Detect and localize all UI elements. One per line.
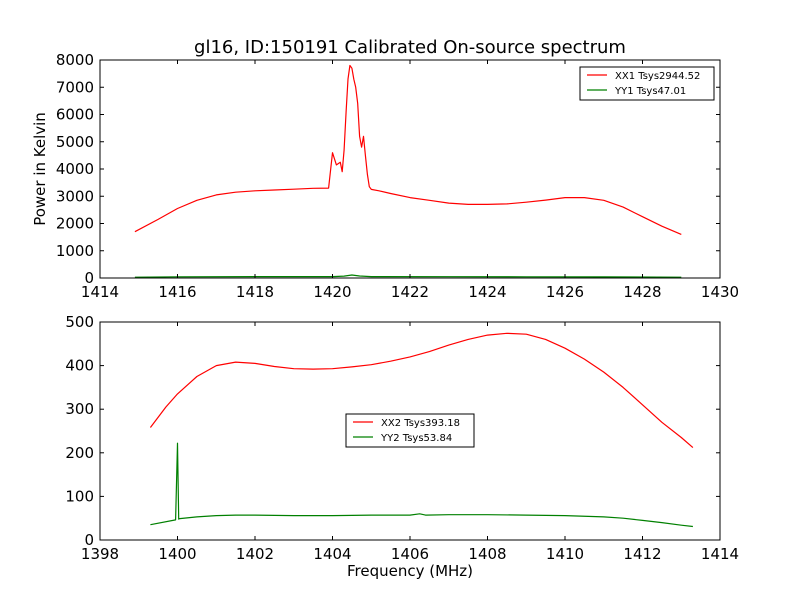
chart-bottom-y-tick-label: 200 bbox=[65, 444, 94, 462]
chart-bottom-y-tick-label: 500 bbox=[65, 313, 94, 331]
chart-top-title: gl16, ID:150191 Calibrated On-source spe… bbox=[194, 37, 626, 58]
chart-bottom: Frequency (MHz) 1398 1400 1402 1404 1406 1408… bbox=[65, 313, 739, 580]
chart-bottom-legend-box bbox=[345, 413, 475, 448]
chart-top-legend: XX1 Tsys2944.52 YY1 Tsys47.01 bbox=[579, 66, 715, 101]
chart-bottom-x-tick-label: 1402 bbox=[236, 545, 274, 563]
chart-top-y-tick-label: 4000 bbox=[56, 160, 94, 178]
chart-top-y-tick-label: 6000 bbox=[56, 106, 94, 124]
chart-top-y-tick-label: 1000 bbox=[56, 242, 94, 260]
chart-bottom-y-tick-label: 300 bbox=[65, 400, 94, 418]
chart-bottom-y-tick-label: 400 bbox=[65, 357, 94, 375]
chart-top-y-tick-label: 7000 bbox=[56, 78, 94, 96]
chart-bottom-x-axis-label: Frequency (MHz) bbox=[347, 562, 473, 580]
chart-top-x-tick-label: 1430 bbox=[701, 283, 739, 301]
chart-top-x-tick-label: 1418 bbox=[236, 283, 274, 301]
chart-bottom-x-tick-label: 1408 bbox=[468, 545, 506, 563]
chart-bottom-y-tick-label: 0 bbox=[84, 531, 94, 549]
chart-top-x-tick-label: 1420 bbox=[313, 283, 351, 301]
chart-top-y-tick-label: 0 bbox=[84, 269, 94, 287]
chart-top-y-tick-label: 5000 bbox=[56, 133, 94, 151]
chart-bottom-series-line-2 bbox=[150, 442, 693, 528]
chart-top-x-tick-label: 1428 bbox=[623, 283, 661, 301]
chart-top-plot-area: 1414 1416 1418 1420 1422 1424 1426 1428 1430 0 100… bbox=[56, 51, 739, 301]
chart-top-x-tick-label: 1426 bbox=[546, 283, 584, 301]
chart-top-legend-box bbox=[579, 66, 715, 101]
chart-bottom-x-tick-label: 1404 bbox=[313, 545, 351, 563]
chart-top-y-axis-label: Power in Kelvin bbox=[31, 112, 49, 226]
chart-bottom-x-tick-label: 1400 bbox=[158, 545, 196, 563]
chart-bottom-plot-area: 1398 1400 1402 1404 1406 1408 1410 1412 1414 0 100… bbox=[65, 313, 739, 563]
chart-top-x-tick-label: 1422 bbox=[391, 283, 429, 301]
chart-bottom-x-tick-label: 1410 bbox=[546, 545, 584, 563]
chart-bottom-legend-label-2: YY2 Tsys53.84 bbox=[380, 433, 452, 444]
chart-bottom-x-tick-label: 1412 bbox=[623, 545, 661, 563]
chart-bottom-x-tick-label: 1398 bbox=[81, 545, 119, 563]
chart-top-x-tick-label: 1416 bbox=[158, 283, 196, 301]
chart-bottom-legend: XX2 Tsys393.18 YY2 Tsys53.84 bbox=[345, 413, 475, 448]
chart-bottom-x-tick-label: 1414 bbox=[701, 545, 739, 563]
chart-top-y-tick-label: 3000 bbox=[56, 187, 94, 205]
chart-bottom-series-line-1 bbox=[149, 332, 694, 449]
chart-bottom-y-tick-label: 100 bbox=[65, 487, 94, 505]
chart-top-x-tick-label: 1414 bbox=[81, 283, 119, 301]
chart-top: gl16, ID:150191 Calibrated On-source spe… bbox=[31, 37, 739, 301]
chart-top-y-tick-label: 8000 bbox=[56, 51, 94, 69]
chart-bottom-x-tick-label: 1406 bbox=[391, 545, 429, 563]
chart-top-legend-label-2: YY1 Tsys47.01 bbox=[614, 86, 686, 97]
chart-top-legend-label-1: XX1 Tsys2944.52 bbox=[615, 71, 700, 82]
chart-top-series-line-2 bbox=[134, 274, 682, 278]
chart-top-series-line-1 bbox=[134, 64, 682, 235]
chart-bottom-legend-label-1: XX2 Tsys393.18 bbox=[381, 418, 460, 429]
chart-top-y-tick-label: 2000 bbox=[56, 215, 94, 233]
chart-top-x-tick-label: 1424 bbox=[468, 283, 506, 301]
